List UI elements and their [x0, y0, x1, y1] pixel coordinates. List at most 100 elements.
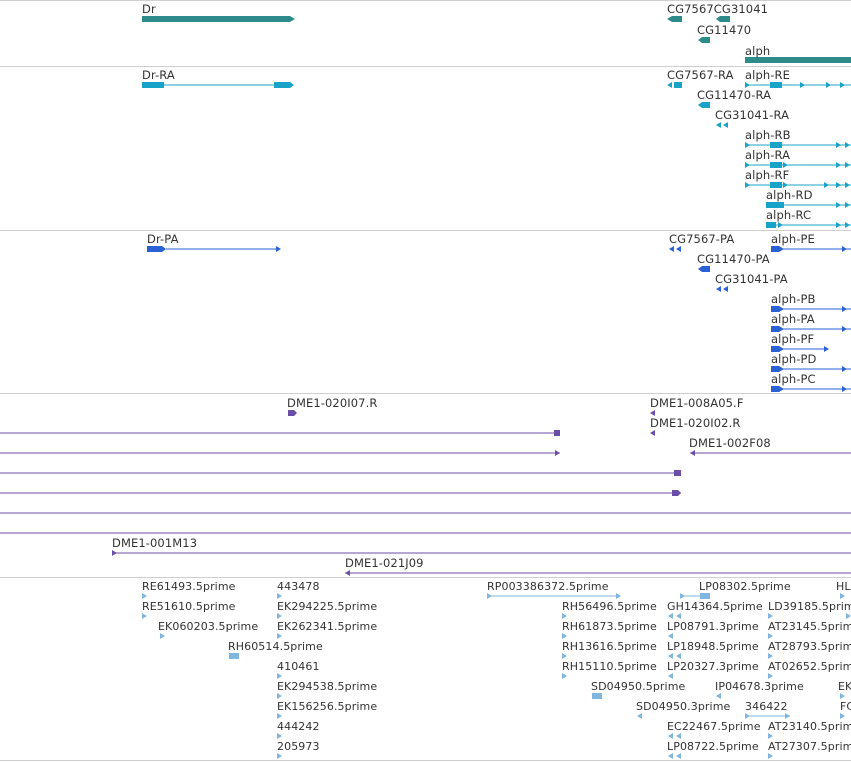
est-sd04950-3-glyph[interactable] — [637, 713, 642, 719]
est-ek-cut-glyph[interactable] — [840, 693, 845, 699]
protein-alph-pd-glyph[interactable] — [771, 366, 851, 372]
mrna-label-alph-ra[interactable]: alph-RA — [745, 148, 791, 162]
est-label-rh61873[interactable]: RH61873.5prime — [562, 620, 657, 633]
est-rh56496-glyph[interactable] — [562, 613, 567, 619]
est-label-lp18948[interactable]: LP18948.5prime — [667, 640, 759, 653]
est-fc-cut-glyph[interactable] — [840, 713, 845, 719]
mrna-alph-rf-glyph[interactable] — [745, 182, 851, 188]
mrna-label-alph-rb[interactable]: alph-RB — [745, 128, 791, 142]
est-346422-glyph[interactable] — [745, 713, 790, 719]
clone-label-020i07[interactable]: DME1-020I07.R — [287, 396, 378, 410]
est-lp18948-glyph[interactable] — [668, 653, 681, 659]
est-ec22467-glyph[interactable] — [668, 733, 681, 739]
protein-label-alph-pb[interactable]: alph-PB — [771, 292, 816, 306]
est-at27307-glyph[interactable] — [768, 753, 773, 759]
est-label-sd04950-3[interactable]: SD04950.3prime — [636, 700, 731, 713]
clone-label-002f08[interactable]: DME1-002F08 — [689, 436, 771, 450]
mrna-alph-re-glyph[interactable] — [745, 82, 851, 88]
clone-020i07-glyph[interactable] — [288, 410, 297, 416]
protein-alph-pb-glyph[interactable] — [771, 306, 851, 312]
protein-label-cg7567-pa[interactable]: CG7567-PA — [669, 232, 735, 246]
gene-cg7567-glyph[interactable] — [667, 16, 682, 22]
protein-alph-pa-glyph[interactable] — [771, 326, 851, 332]
est-rh60514-glyph[interactable] — [229, 653, 239, 659]
est-410461-glyph[interactable] — [277, 673, 282, 679]
mrna-label-cg7567-ra[interactable]: CG7567-RA — [667, 68, 734, 82]
est-lp08722-glyph[interactable] — [668, 753, 681, 759]
est-ek294225-glyph[interactable] — [277, 613, 282, 619]
est-443478-glyph[interactable] — [277, 593, 282, 599]
protein-label-dr-pa[interactable]: Dr-PA — [147, 232, 179, 246]
mrna-label-dr-ra[interactable]: Dr-RA — [142, 68, 175, 82]
est-label-ld39185[interactable]: LD39185.5prime — [768, 600, 851, 613]
est-label-at28793[interactable]: AT28793.5prime — [768, 640, 851, 653]
est-re61493-glyph[interactable] — [142, 593, 147, 599]
protein-alph-pc-glyph[interactable] — [771, 386, 851, 392]
protein-label-alph-pf[interactable]: alph-PF — [771, 332, 815, 346]
est-label-lp08302[interactable]: LP08302.5prime — [699, 580, 791, 593]
est-ek156256-glyph[interactable] — [277, 713, 282, 719]
est-label-ec22467[interactable]: EC22467.5prime — [667, 720, 761, 733]
est-label-at23145[interactable]: AT23145.5prime — [768, 620, 851, 633]
clone-021j09-glyph[interactable] — [345, 570, 851, 576]
mrna-alph-ra-glyph[interactable] — [745, 162, 851, 168]
gene-dr-glyph[interactable] — [142, 16, 295, 22]
protein-dr-pa-glyph[interactable] — [147, 246, 281, 252]
protein-label-alph-pd[interactable]: alph-PD — [771, 352, 817, 366]
protein-cg11470-pa-glyph[interactable] — [698, 266, 710, 272]
protein-label-cg11470-pa[interactable]: CG11470-PA — [697, 252, 770, 266]
clone-read-3-glyph[interactable] — [0, 470, 681, 476]
est-lp08302-glyph[interactable] — [680, 593, 710, 599]
est-label-fc-cut[interactable]: FC — [840, 700, 851, 713]
est-label-rh56496[interactable]: RH56496.5prime — [562, 600, 657, 613]
mrna-dr-ra-glyph[interactable] — [142, 82, 294, 88]
est-label-ek-cut[interactable]: EK — [838, 680, 851, 693]
est-lp20327-glyph[interactable] — [668, 673, 673, 679]
est-label-sd04950-5[interactable]: SD04950.5prime — [591, 680, 686, 693]
est-label-rh15110[interactable]: RH15110.5prime — [562, 660, 657, 673]
est-label-hl[interactable]: HL — [836, 580, 851, 593]
protein-alph-pf-glyph[interactable] — [771, 346, 829, 352]
est-label-re51610[interactable]: RE51610.5prime — [142, 600, 236, 613]
est-ek262341-glyph[interactable] — [277, 633, 282, 639]
mrna-alph-rb-glyph[interactable] — [745, 142, 851, 148]
protein-label-alph-pe[interactable]: alph-PE — [771, 232, 815, 246]
est-label-ek156256[interactable]: EK156256.5prime — [277, 700, 378, 713]
est-label-ek262341[interactable]: EK262341.5prime — [277, 620, 378, 633]
est-label-443478[interactable]: 443478 — [277, 580, 320, 593]
est-label-at02652[interactable]: AT02652.5prime — [768, 660, 851, 673]
mrna-label-alph-re[interactable]: alph-RE — [745, 68, 790, 82]
mrna-label-alph-rf[interactable]: alph-RF — [745, 168, 790, 182]
gene-label-cg11470[interactable]: CG11470 — [697, 23, 752, 37]
clone-008a05-glyph[interactable] — [650, 410, 655, 416]
est-label-rh60514[interactable]: RH60514.5prime — [228, 640, 323, 653]
est-ek294538-glyph[interactable] — [277, 693, 282, 699]
est-gh14364-glyph[interactable] — [668, 613, 681, 619]
protein-label-alph-pa[interactable]: alph-PA — [771, 312, 815, 326]
est-rh15110-glyph[interactable] — [562, 673, 567, 679]
est-label-ek294538[interactable]: EK294538.5prime — [277, 680, 378, 693]
est-lp08791-glyph[interactable] — [668, 633, 673, 639]
clone-label-001m13[interactable]: DME1-001M13 — [112, 536, 198, 550]
mrna-label-cg31041-ra[interactable]: CG31041-RA — [715, 108, 790, 122]
clone-label-008a05[interactable]: DME1-008A05.F — [650, 396, 744, 410]
clone-label-020i02[interactable]: DME1-020I02.R — [650, 416, 741, 430]
est-label-rp003386372[interactable]: RP003386372.5prime — [487, 580, 609, 593]
gene-label-cg7567cg31041[interactable]: CG7567CG31041 — [667, 2, 769, 16]
est-205973-glyph[interactable] — [277, 753, 282, 759]
mrna-cg31041-ra-glyph[interactable] — [716, 122, 728, 128]
clone-read-1-glyph[interactable] — [0, 430, 560, 436]
est-label-at23140[interactable]: AT23140.5prime — [768, 720, 851, 733]
est-label-lp20327[interactable]: LP20327.3prime — [667, 660, 759, 673]
mrna-label-cg11470-ra[interactable]: CG11470-RA — [697, 88, 772, 102]
est-label-lp08791[interactable]: LP08791.3prime — [667, 620, 759, 633]
est-ek060203-glyph[interactable] — [160, 633, 165, 639]
gene-label-alph[interactable]: alph — [745, 44, 771, 58]
protein-alph-pe-glyph[interactable] — [771, 246, 851, 252]
mrna-cg7567-ra-glyph[interactable] — [667, 82, 682, 88]
est-label-at27307[interactable]: AT27307.5prime — [768, 740, 851, 753]
mrna-alph-rc-glyph[interactable] — [766, 222, 851, 228]
est-label-410461[interactable]: 410461 — [277, 660, 320, 673]
est-label-205973[interactable]: 205973 — [277, 740, 320, 753]
est-at02652-glyph[interactable] — [768, 673, 773, 679]
